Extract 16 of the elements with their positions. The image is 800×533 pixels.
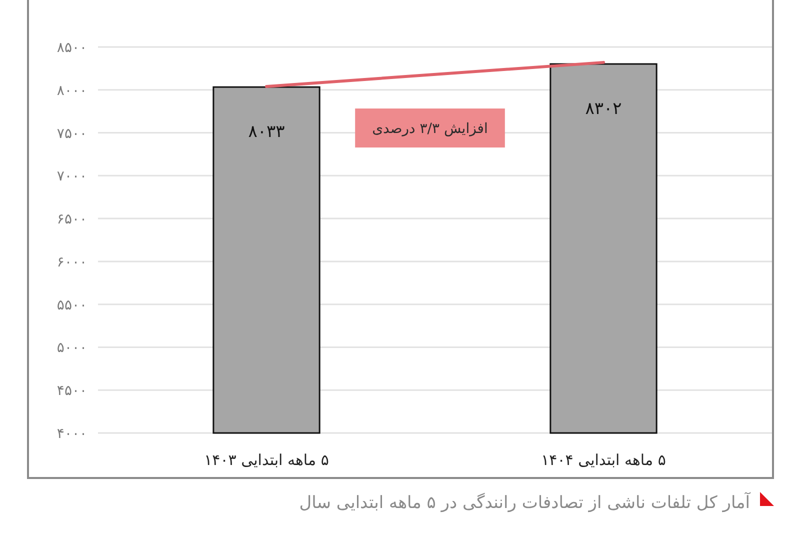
- y-tick-label: ۸۰۰۰: [56, 82, 87, 99]
- data-label: ۸۰۳۳: [248, 122, 285, 142]
- y-tick-label: ۷۵۰۰: [56, 126, 87, 142]
- y-tick-label: ۵۰۰۰: [56, 340, 87, 356]
- data-label: ۸۳۰۲: [585, 98, 622, 119]
- y-tick-label: ۶۵۰۰: [56, 212, 87, 228]
- x-tick-label: ۵ ماهه ابتدایی ۱۴۰۳: [204, 451, 329, 469]
- y-tick-label: ۸۵۰۰: [56, 40, 87, 56]
- y-tick-label: ۵۵۰۰: [56, 297, 87, 314]
- y-tick-label: ۴۵۰۰: [56, 383, 87, 400]
- y-tick-label: ۴۰۰۰: [56, 426, 87, 442]
- text: آمار کل تلفات ناشی از تصادفات رانندگی در ۵ ماهه ابتدایی سال: [299, 492, 752, 513]
- annotation: افزایش ۳/۳ درصدی: [372, 121, 488, 137]
- y-tick-label: ۶۰۰۰: [56, 254, 87, 270]
- x-tick-label: ۵ ماهه ابتدایی ۱۴۰۴: [541, 451, 666, 469]
- y-tick-label: ۷۰۰۰: [56, 168, 87, 185]
